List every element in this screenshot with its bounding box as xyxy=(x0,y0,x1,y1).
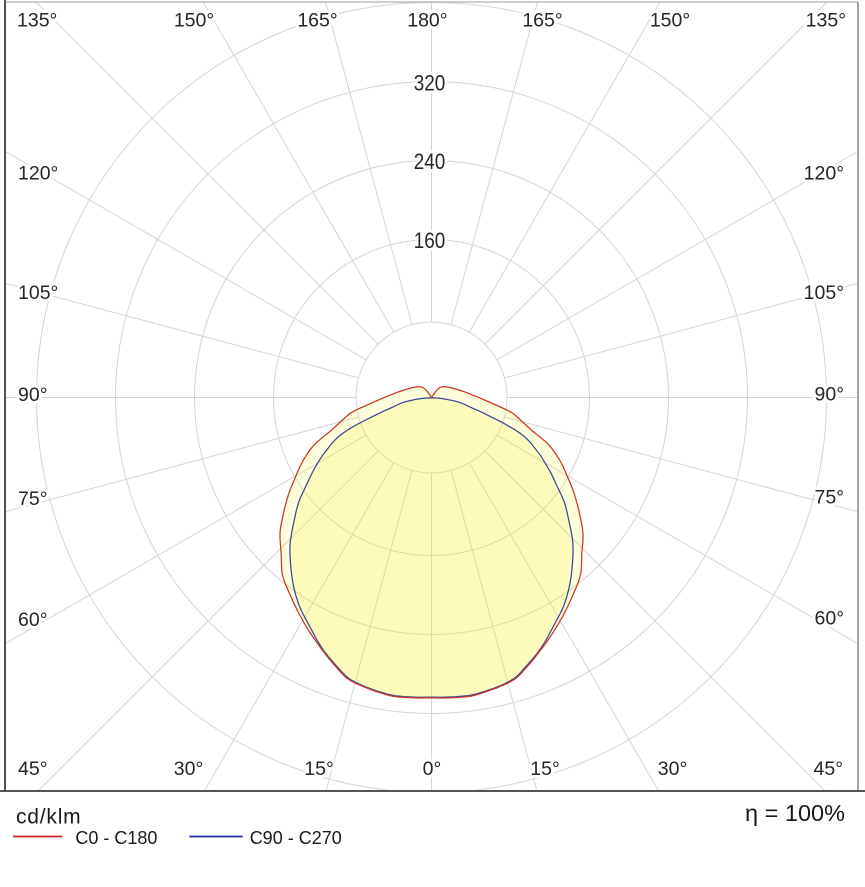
svg-text:135°: 135° xyxy=(17,10,57,32)
svg-text:45°: 45° xyxy=(18,758,48,780)
svg-text:0°: 0° xyxy=(423,758,442,780)
svg-text:60°: 60° xyxy=(18,609,48,631)
svg-text:75°: 75° xyxy=(815,487,845,509)
svg-text:135°: 135° xyxy=(17,10,57,32)
svg-text:30°: 30° xyxy=(658,758,688,780)
svg-text:90°: 90° xyxy=(18,384,48,406)
svg-text:45°: 45° xyxy=(814,758,844,780)
svg-text:C0 - C180: C0 - C180 xyxy=(75,828,157,848)
svg-text:60°: 60° xyxy=(815,608,845,630)
svg-text:320: 320 xyxy=(414,70,446,95)
svg-text:75°: 75° xyxy=(815,487,845,509)
svg-text:90°: 90° xyxy=(815,384,845,406)
svg-text:150°: 150° xyxy=(650,10,690,32)
svg-text:150°: 150° xyxy=(174,10,214,32)
svg-text:105°: 105° xyxy=(804,282,844,304)
svg-text:cd/klm: cd/klm xyxy=(16,806,81,829)
svg-text:15°: 15° xyxy=(530,758,560,780)
svg-text:135°: 135° xyxy=(806,10,846,32)
svg-text:90°: 90° xyxy=(815,384,845,406)
svg-text:120°: 120° xyxy=(18,163,58,185)
svg-text:0°: 0° xyxy=(423,758,442,780)
svg-text:105°: 105° xyxy=(18,282,58,304)
svg-text:120°: 120° xyxy=(804,163,844,185)
svg-text:30°: 30° xyxy=(658,758,688,780)
svg-text:165°: 165° xyxy=(522,10,562,32)
svg-text:160: 160 xyxy=(414,228,446,253)
svg-text:320: 320 xyxy=(414,70,446,95)
svg-text:45°: 45° xyxy=(814,758,844,780)
svg-text:165°: 165° xyxy=(297,10,337,32)
svg-text:120°: 120° xyxy=(18,163,58,185)
svg-text:15°: 15° xyxy=(304,758,334,780)
svg-text:15°: 15° xyxy=(530,758,560,780)
svg-text:105°: 105° xyxy=(18,282,58,304)
svg-text:180°: 180° xyxy=(407,10,447,32)
svg-text:90°: 90° xyxy=(18,384,48,406)
svg-text:150°: 150° xyxy=(174,10,214,32)
svg-text:η = 100%: η = 100% xyxy=(745,800,845,826)
svg-text:60°: 60° xyxy=(18,609,48,631)
svg-text:30°: 30° xyxy=(174,758,204,780)
svg-text:45°: 45° xyxy=(18,758,48,780)
svg-text:75°: 75° xyxy=(18,488,48,510)
svg-text:120°: 120° xyxy=(804,163,844,185)
svg-text:105°: 105° xyxy=(804,282,844,304)
svg-text:160: 160 xyxy=(414,228,446,253)
svg-text:165°: 165° xyxy=(297,10,337,32)
svg-text:240: 240 xyxy=(414,149,446,174)
svg-text:150°: 150° xyxy=(650,10,690,32)
svg-text:180°: 180° xyxy=(407,10,447,32)
svg-text:75°: 75° xyxy=(18,488,48,510)
svg-text:135°: 135° xyxy=(806,10,846,32)
svg-text:165°: 165° xyxy=(522,10,562,32)
svg-text:60°: 60° xyxy=(815,608,845,630)
svg-text:C90 - C270: C90 - C270 xyxy=(250,828,342,848)
svg-text:240: 240 xyxy=(414,149,446,174)
svg-text:15°: 15° xyxy=(304,758,334,780)
svg-text:30°: 30° xyxy=(174,758,204,780)
